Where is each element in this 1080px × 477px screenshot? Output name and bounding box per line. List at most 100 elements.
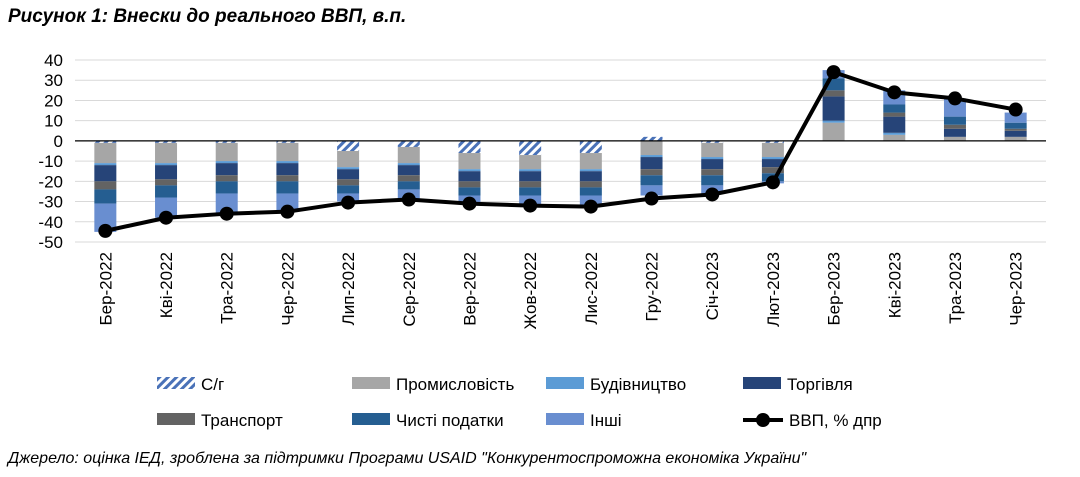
bar-segment-industry [1004,136,1027,141]
gdp-point [583,199,598,214]
bar-segment-transport [519,181,542,188]
legend-label-agri: С/г [201,375,224,394]
bar-segment-trade [761,159,784,168]
bar-segment-taxes [701,175,724,186]
y-tick-label: -40 [38,213,63,232]
legend-swatch-construction [546,377,584,389]
bar-segment-transport [1004,128,1027,131]
bar-segment-transport [701,169,724,176]
bar-segment-construction [701,157,724,160]
gdp-point [401,192,416,207]
bar-segment-industry [397,146,420,164]
bar-segment-transport [883,112,906,117]
bar-segment-other [155,197,178,218]
bar-segment-taxes [943,116,966,125]
y-tick-label: 0 [54,132,63,151]
bar-segment-trade [337,169,360,180]
gdp-point [765,175,780,190]
legend-label-gdp: ВВП, % дпр [789,411,882,430]
x-tick-label: Вер-2022 [460,252,479,326]
bar-segment-agri [94,140,117,143]
bar-segment-transport [579,181,602,188]
legend-label-construction: Будівництво [590,375,686,394]
bar-segment-trade [640,157,663,170]
bar-segment-industry [215,142,238,162]
y-tick-label: -50 [38,233,63,252]
bar-segment-taxes [215,181,238,194]
x-tick-label: Чер-2023 [1007,252,1026,326]
x-tick-label: Тра-2022 [218,252,237,324]
legend-swatch-transport [157,413,195,425]
legend-label-trade: Торгівля [787,375,853,394]
bar-segment-trade [1004,130,1027,137]
legend-swatch-industry [352,377,390,389]
bar-segment-agri [337,140,360,151]
bar-segment-agri [640,136,663,141]
gdp-point [523,198,538,213]
gdp-point [887,85,902,100]
bar-segment-other [1004,112,1027,123]
legend-label-other: Інші [590,411,622,430]
bar-segment-construction [276,161,299,164]
bar-segment-industry [94,142,117,164]
bar-segment-industry [883,134,906,141]
bar-segment-trade [397,165,420,176]
x-tick-label: Кві-2023 [885,252,904,318]
bar-segment-construction [337,167,360,170]
bar-segment-transport [276,175,299,182]
bar-segment-trade [822,96,845,121]
bar-segment-construction [94,163,117,166]
bar-segment-trade [215,163,238,176]
bar-segment-industry [701,142,724,158]
x-tick-label: Лис-2022 [582,252,601,325]
x-tick-label: Лип-2022 [339,252,358,325]
gdp-point [705,187,720,202]
y-tick-label: 40 [44,51,63,70]
x-tick-label: Кві-2022 [157,252,176,318]
bar-segment-agri [397,140,420,147]
bar-segment-taxes [337,185,360,194]
bar-segment-agri [519,140,542,156]
legend-marker-gdp [756,413,770,427]
bar-segment-trade [579,171,602,182]
legend-label-transport: Транспорт [201,411,283,430]
source-note: Джерело: оцінка ІЕД, зроблена за підтрим… [8,450,807,467]
bar-segment-transport [155,179,178,186]
bar-segment-industry [822,122,845,141]
bar-segment-transport [458,181,481,188]
gdp-point [219,206,234,221]
legend-swatch-taxes [352,413,390,425]
bar-segment-trade [458,171,481,182]
bar-segment-other [276,193,299,212]
bar-segment-construction [458,169,481,172]
bar-segment-transport [337,179,360,186]
x-tick-label: Бер-2023 [825,252,844,326]
bars-layer [94,70,1027,232]
legend-swatch-trade [743,377,781,389]
y-tick-label: 30 [44,71,63,90]
bar-segment-trade [276,163,299,176]
x-tick-label: Січ-2023 [703,252,722,320]
bar-segment-trade [519,171,542,182]
bar-segment-industry [337,151,360,168]
bar-segment-agri [579,140,602,154]
bar-segment-industry [519,155,542,170]
bar-segment-industry [761,142,784,158]
bar-segment-taxes [458,187,481,196]
bar-segment-taxes [1004,122,1027,129]
bar-segment-agri [215,140,238,143]
bar-segment-agri [155,140,178,143]
legend-label-taxes: Чисті податки [396,411,504,430]
x-tick-label: Гру-2022 [643,252,662,322]
bar-segment-other [640,185,663,196]
legend-swatch-other [546,413,584,425]
bar-segment-agri [458,140,481,154]
bar-segment-construction [883,132,906,135]
bar-segment-industry [579,153,602,170]
bar-segment-transport [943,124,966,129]
bar-segment-transport [94,181,117,190]
x-tick-label: Бер-2022 [96,252,115,326]
gdp-point [644,191,659,206]
